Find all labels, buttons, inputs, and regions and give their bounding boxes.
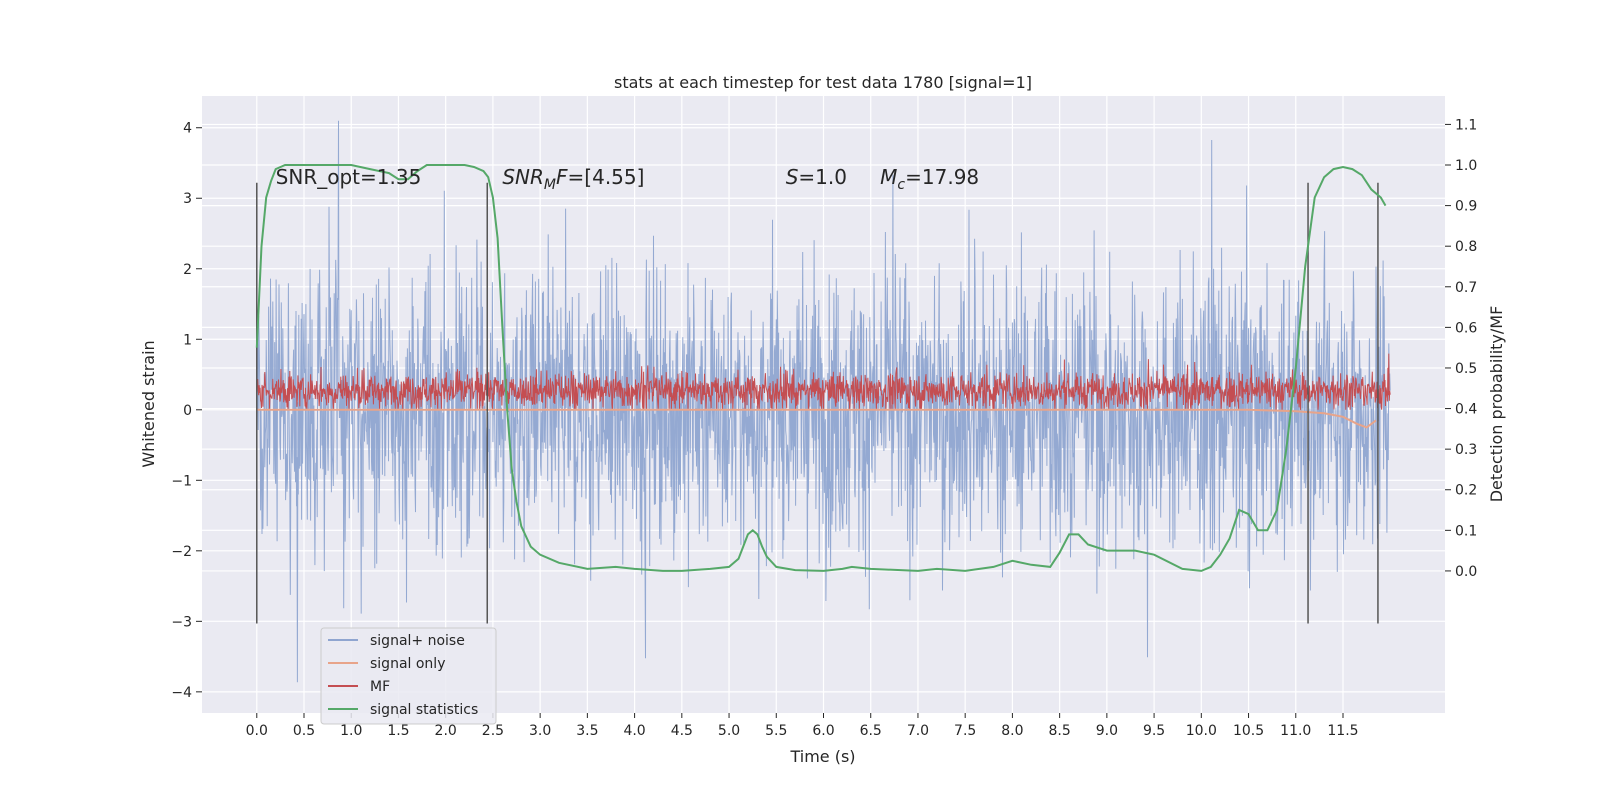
y-right-tick-label: 0.9: [1455, 199, 1477, 215]
x-tick-label: 7.0: [907, 723, 929, 739]
y-right-tick-label: 0.7: [1455, 280, 1477, 296]
x-tick-label: 11.0: [1280, 723, 1311, 739]
x-tick-label: 3.0: [529, 723, 551, 739]
x-tick-label: 7.5: [954, 723, 976, 739]
x-tick-label: 0.0: [246, 723, 268, 739]
x-tick-label: 5.0: [718, 723, 740, 739]
x-tick-label: 5.5: [765, 723, 787, 739]
y-right-tick-label: 1.1: [1455, 117, 1477, 133]
annotation-0: SNR_opt=1.35: [276, 165, 422, 189]
y-tick-label: −4: [171, 685, 192, 701]
signal-only-line: [256, 408, 1377, 429]
y-right-tick-label: 0.3: [1455, 442, 1477, 458]
x-tick-label: 9.5: [1143, 723, 1165, 739]
annotations: SNR_opt=1.35 SNRMF=[4.55] S=1.0 Mc=17.98: [276, 165, 979, 193]
x-tick-label: 8.0: [1001, 723, 1023, 739]
x-tick-label: 2.0: [435, 723, 457, 739]
x-tick-label: 11.5: [1327, 723, 1358, 739]
x-tick-label: 8.5: [1048, 723, 1070, 739]
x-tick-label: 9.0: [1096, 723, 1118, 739]
y-tick-label: −2: [171, 544, 192, 560]
x-tick-label: 2.5: [482, 723, 504, 739]
y-right-tick-label: 0.4: [1455, 402, 1477, 418]
y-tick-label: 3: [183, 191, 192, 207]
annotation-3: Mc=17.98: [880, 165, 979, 193]
x-tick-label: 10.5: [1233, 723, 1264, 739]
y-right-tick-label: 0.8: [1455, 239, 1477, 255]
legend-label-signal-noise: signal+ noise: [370, 633, 465, 649]
x-tick-label: 1.0: [340, 723, 362, 739]
y-right-tick-label: 1.0: [1455, 158, 1477, 174]
x-tick-label: 6.5: [860, 723, 882, 739]
tick-labels: 0.0 0.5 1.0 1.5 2.0 2.5 3.0 3.5 4.0 4.5 5.0 5.5 6.0 6…: [171, 117, 1477, 739]
y-tick-label: 1: [183, 332, 192, 348]
y-tick-label: 4: [183, 121, 192, 137]
x-tick-label: 3.5: [576, 723, 598, 739]
y-right-tick-label: 0.5: [1455, 361, 1477, 377]
chart-title: stats at each timestep for test data 178…: [614, 73, 1032, 92]
y-right-tick-label: 0.6: [1455, 320, 1477, 336]
signal-noise-line: [256, 120, 1391, 683]
y-right-tick-label: 0.0: [1455, 564, 1477, 580]
vertical-markers: [256, 182, 1379, 624]
y-right-tick-label: 0.1: [1455, 523, 1477, 539]
y-tick-label: 2: [183, 262, 192, 278]
x-tick-label: 0.5: [293, 723, 315, 739]
x-tick-label: 4.0: [623, 723, 645, 739]
legend-label-signal-statistics: signal statistics: [370, 702, 478, 718]
y-axis-label: Whitened strain: [139, 340, 158, 467]
legend-label-signal-only: signal only: [370, 656, 445, 672]
x-tick-label: 1.5: [387, 723, 409, 739]
signal-only-series: [256, 408, 1377, 429]
y-right-axis-label: Detection probability/MF: [1487, 306, 1506, 503]
legend-box: [320, 627, 497, 725]
signal-statistics-series: [255, 164, 1387, 572]
y-tick-label: −3: [171, 614, 192, 630]
x-axis-label: Time (s): [789, 747, 855, 766]
legend: signal+ noise signal only MF signal stat…: [320, 627, 497, 725]
y-tick-label: −1: [171, 473, 192, 489]
y-tick-label: 0: [183, 403, 192, 419]
x-tick-label: 10.0: [1186, 723, 1217, 739]
annotation-1: SNRMF=[4.55]: [502, 165, 644, 193]
signal-noise-series: [256, 120, 1391, 683]
x-tick-label: 6.0: [812, 723, 834, 739]
annotation-2: S=1.0: [786, 165, 847, 189]
x-tick-label: 4.5: [671, 723, 693, 739]
y-right-tick-label: 0.2: [1455, 483, 1477, 499]
legend-label-mf: MF: [370, 679, 390, 695]
signal-statistics-line: [255, 164, 1387, 572]
